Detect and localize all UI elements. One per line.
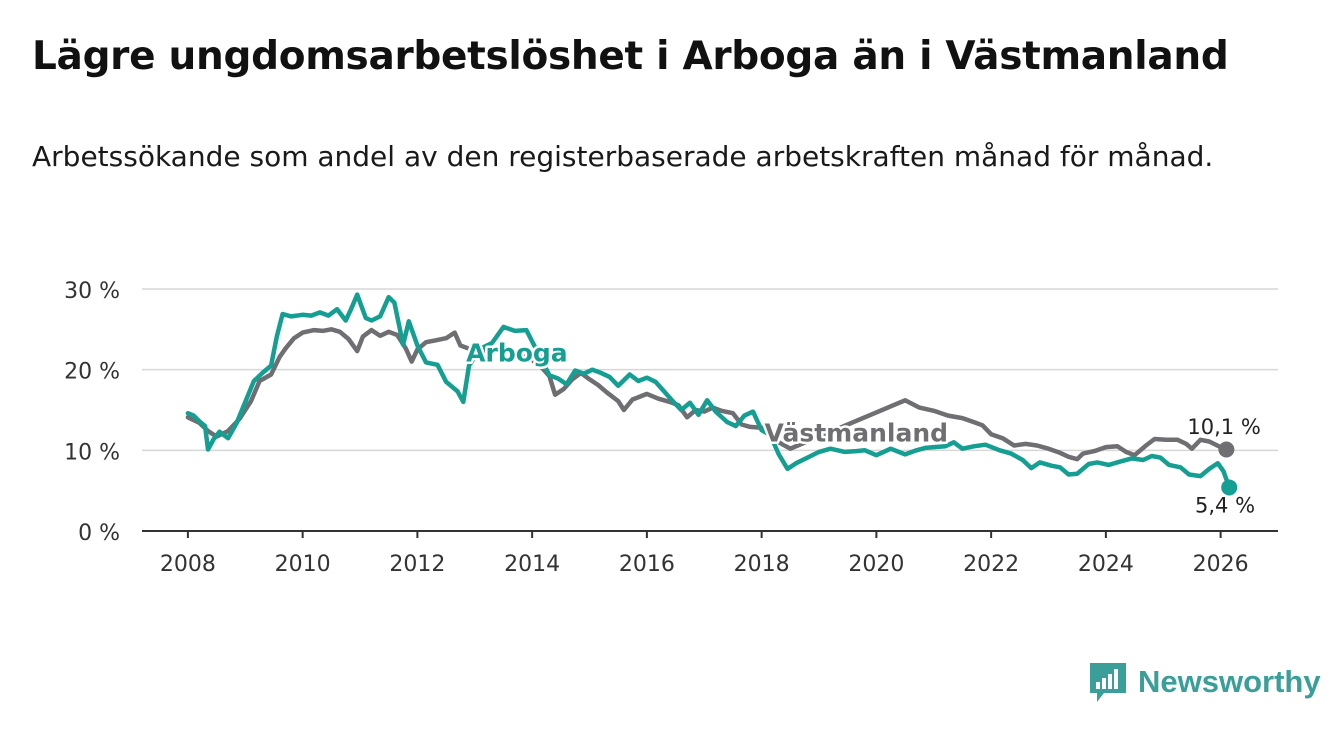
x-tick-label: 2024: [1078, 552, 1134, 577]
y-tick-label: 30 %: [64, 279, 120, 304]
x-tick-label: 2010: [275, 552, 331, 577]
x-tick-label: 2012: [389, 552, 445, 577]
end-value-vastmanland: 10,1 %: [1187, 415, 1260, 439]
newsworthy-logo-icon: [1090, 663, 1126, 702]
end-value-arboga-halo: 5,4 %: [1195, 493, 1255, 517]
end-point-arboga: [1221, 479, 1238, 496]
x-axis-labels: 2008 2010 2012 2014 2016 2018 2020 2022 2024 2026: [160, 552, 1249, 577]
x-tick-label: 2008: [160, 552, 216, 577]
x-tick-label: 2026: [1193, 552, 1249, 577]
y-tick-label: 0 %: [78, 521, 120, 546]
end-point-västmanland: [1218, 441, 1235, 458]
end-value-vastmanland-halo: 10,1 %: [1187, 415, 1260, 439]
series-label-vastmanland: Västmanland: [765, 418, 949, 447]
series-line-västmanland: [185, 327, 1229, 462]
x-tick-label: 2018: [734, 552, 790, 577]
series-lines: [185, 292, 1238, 496]
series-line-arboga: [185, 292, 1232, 490]
x-axis: [142, 530, 1278, 538]
y-tick-label: 10 %: [64, 440, 120, 465]
y-tick-label: 20 %: [64, 360, 120, 385]
brand-name: Newsworthy: [1138, 664, 1321, 699]
x-tick-label: 2022: [963, 552, 1019, 577]
x-tick-label: 2016: [619, 552, 675, 577]
x-tick-label: 2020: [848, 552, 904, 577]
chart-subtitle: Arbetssökande som andel av den registerb…: [32, 140, 1214, 173]
y-axis-labels: 0 % 10 % 20 % 30 %: [64, 279, 120, 546]
x-tick-label: 2014: [504, 552, 560, 577]
end-value-arboga: 5,4 %: [1195, 493, 1255, 517]
chart-title: Lägre ungdomsarbetslöshet i Arboga än i …: [32, 34, 1229, 79]
series-label-vastmanland-halo: Västmanland: [765, 418, 949, 447]
series-label-arboga: Arboga: [466, 339, 568, 368]
series-label-arboga-halo: Arboga: [466, 339, 568, 368]
newsworthy-logo[interactable]: Newsworthy: [1088, 660, 1321, 704]
